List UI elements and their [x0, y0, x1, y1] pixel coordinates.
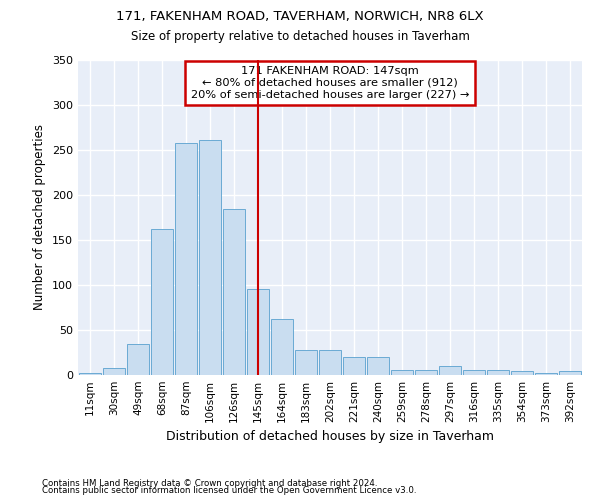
Text: Size of property relative to detached houses in Taverham: Size of property relative to detached ho…: [131, 30, 469, 43]
Bar: [79, 373, 101, 375]
X-axis label: Distribution of detached houses by size in Taverham: Distribution of detached houses by size …: [166, 430, 494, 444]
Bar: [223, 210, 245, 375]
Y-axis label: Number of detached properties: Number of detached properties: [34, 124, 46, 310]
Bar: [439, 366, 461, 375]
Bar: [199, 140, 221, 375]
Bar: [391, 370, 413, 375]
Text: Contains public sector information licensed under the Open Government Licence v3: Contains public sector information licen…: [42, 486, 416, 495]
Bar: [319, 350, 341, 375]
Bar: [103, 368, 125, 375]
Bar: [151, 229, 173, 375]
Bar: [463, 370, 485, 375]
Text: 171 FAKENHAM ROAD: 147sqm
← 80% of detached houses are smaller (912)
20% of semi: 171 FAKENHAM ROAD: 147sqm ← 80% of detac…: [191, 66, 469, 100]
Bar: [271, 319, 293, 375]
Bar: [415, 370, 437, 375]
Bar: [487, 370, 509, 375]
Text: Contains HM Land Registry data © Crown copyright and database right 2024.: Contains HM Land Registry data © Crown c…: [42, 478, 377, 488]
Bar: [247, 288, 269, 375]
Bar: [511, 372, 533, 375]
Bar: [127, 344, 149, 375]
Bar: [175, 143, 197, 375]
Bar: [367, 357, 389, 375]
Bar: [343, 357, 365, 375]
Bar: [295, 350, 317, 375]
Bar: [559, 372, 581, 375]
Bar: [535, 373, 557, 375]
Text: 171, FAKENHAM ROAD, TAVERHAM, NORWICH, NR8 6LX: 171, FAKENHAM ROAD, TAVERHAM, NORWICH, N…: [116, 10, 484, 23]
